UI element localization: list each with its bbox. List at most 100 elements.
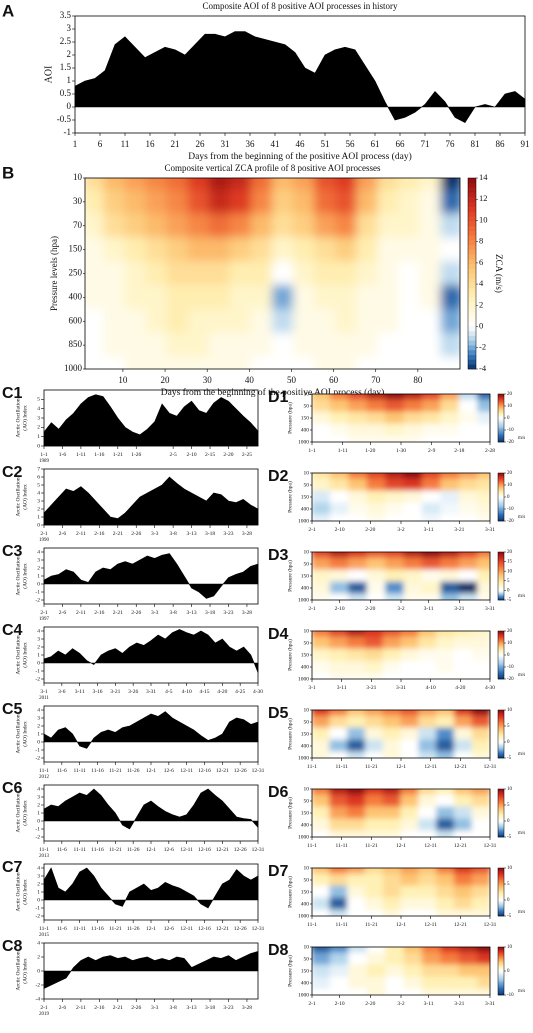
cell bbox=[382, 648, 402, 662]
cell bbox=[314, 189, 337, 215]
year-label: 1997 bbox=[39, 617, 50, 622]
cell bbox=[400, 885, 420, 899]
y-tick-label: 3 bbox=[37, 794, 40, 800]
cell bbox=[458, 473, 479, 480]
x-tick-label: 2-20 bbox=[365, 606, 375, 612]
x-tick-label: 26 bbox=[196, 139, 206, 149]
cell bbox=[382, 868, 402, 875]
cell bbox=[347, 789, 366, 796]
colorbar-swatch bbox=[498, 797, 504, 799]
colorbar-swatch bbox=[498, 740, 504, 742]
cell bbox=[440, 514, 460, 521]
cell bbox=[85, 189, 105, 215]
cell bbox=[366, 423, 387, 437]
y-tick-label: 50 bbox=[304, 482, 310, 488]
x-tick-label: 1-1 bbox=[308, 448, 316, 454]
colorbar-swatch bbox=[468, 287, 476, 293]
cell bbox=[348, 478, 368, 492]
colorbar-label: m/s bbox=[518, 673, 525, 678]
cell bbox=[440, 435, 460, 442]
x-tick-label: 3-28 bbox=[242, 610, 252, 616]
field-clip bbox=[312, 394, 490, 442]
y-tick-label: 250 bbox=[69, 268, 83, 278]
colorbar-swatch bbox=[498, 868, 504, 870]
cell bbox=[436, 636, 455, 650]
colorbar-swatch bbox=[498, 425, 504, 427]
cell bbox=[293, 237, 316, 263]
cell bbox=[329, 478, 350, 492]
y-tick-label: 3 bbox=[37, 557, 40, 563]
cell bbox=[419, 237, 442, 263]
cell bbox=[348, 514, 368, 521]
area bbox=[43, 553, 259, 599]
area bbox=[74, 31, 526, 123]
colorbar-swatch bbox=[498, 978, 504, 980]
y-tick-label: 10 bbox=[304, 944, 310, 950]
cell bbox=[272, 332, 295, 358]
x-tick-label: 66 bbox=[396, 139, 406, 149]
x-tick-label: 11-21 bbox=[365, 922, 378, 928]
y-tick-label: 1000 bbox=[64, 363, 83, 373]
cell bbox=[400, 739, 420, 753]
cell bbox=[458, 490, 479, 504]
cell bbox=[312, 976, 331, 990]
colorbar-tick-label: 8 bbox=[479, 236, 483, 246]
colorbar-swatch bbox=[468, 354, 476, 360]
colorbar-swatch bbox=[498, 959, 504, 961]
x-tick-label: 1-16 bbox=[94, 452, 104, 458]
cell bbox=[400, 715, 420, 729]
x-tick-label: 12-6 bbox=[164, 847, 174, 853]
colorbar-swatch bbox=[498, 578, 504, 580]
x-tick-label: 3-21 bbox=[366, 685, 376, 691]
cell bbox=[103, 178, 126, 191]
colorbar-swatch bbox=[498, 956, 504, 959]
cell bbox=[382, 818, 402, 832]
colorbar-swatch bbox=[468, 244, 476, 250]
cell bbox=[471, 897, 490, 911]
field bbox=[312, 710, 490, 758]
x-tick-label: 11-21 bbox=[109, 926, 122, 932]
cell bbox=[314, 213, 337, 239]
colorbar-swatch bbox=[498, 896, 504, 899]
cell bbox=[458, 478, 479, 492]
colorbar-swatch bbox=[498, 485, 504, 487]
colorbar-swatch bbox=[468, 273, 476, 279]
cell bbox=[419, 332, 442, 358]
cell bbox=[145, 213, 168, 239]
cell bbox=[103, 356, 126, 369]
colorbar-tick-label: 10 bbox=[507, 787, 513, 792]
cell bbox=[436, 648, 455, 662]
cell bbox=[364, 818, 384, 832]
y-tick-label: 3 bbox=[37, 715, 40, 721]
cell bbox=[312, 552, 331, 559]
colorbar-swatch bbox=[468, 321, 476, 327]
colorbar-swatch bbox=[498, 665, 504, 668]
cell bbox=[187, 178, 210, 191]
colorbar-tick-label: 20 bbox=[507, 392, 513, 397]
colorbar-swatch bbox=[498, 986, 504, 989]
colorbar-frame bbox=[497, 867, 505, 917]
cell bbox=[436, 672, 455, 679]
x-tick-label: 3-6 bbox=[58, 689, 66, 695]
colorbar-swatch bbox=[498, 894, 504, 896]
colorbar-label: m/s bbox=[518, 989, 525, 994]
colorbar-swatch bbox=[498, 639, 504, 641]
cell bbox=[436, 715, 455, 729]
cell bbox=[471, 873, 490, 887]
colorbar-swatch bbox=[498, 650, 504, 652]
cell bbox=[453, 751, 473, 758]
colorbar-swatch bbox=[498, 825, 504, 827]
cell bbox=[347, 873, 366, 887]
cell bbox=[403, 552, 423, 559]
cell bbox=[377, 261, 400, 286]
panel-label: D1 bbox=[268, 389, 289, 406]
cell bbox=[356, 178, 379, 191]
cell bbox=[312, 423, 331, 437]
area bbox=[43, 476, 259, 526]
cell bbox=[421, 473, 442, 480]
colorbar-swatch bbox=[498, 631, 504, 633]
cell bbox=[293, 332, 316, 358]
y-tick-label: 10 bbox=[304, 470, 310, 476]
cell bbox=[403, 988, 423, 995]
x-tick-label: 11-26 bbox=[127, 926, 140, 932]
